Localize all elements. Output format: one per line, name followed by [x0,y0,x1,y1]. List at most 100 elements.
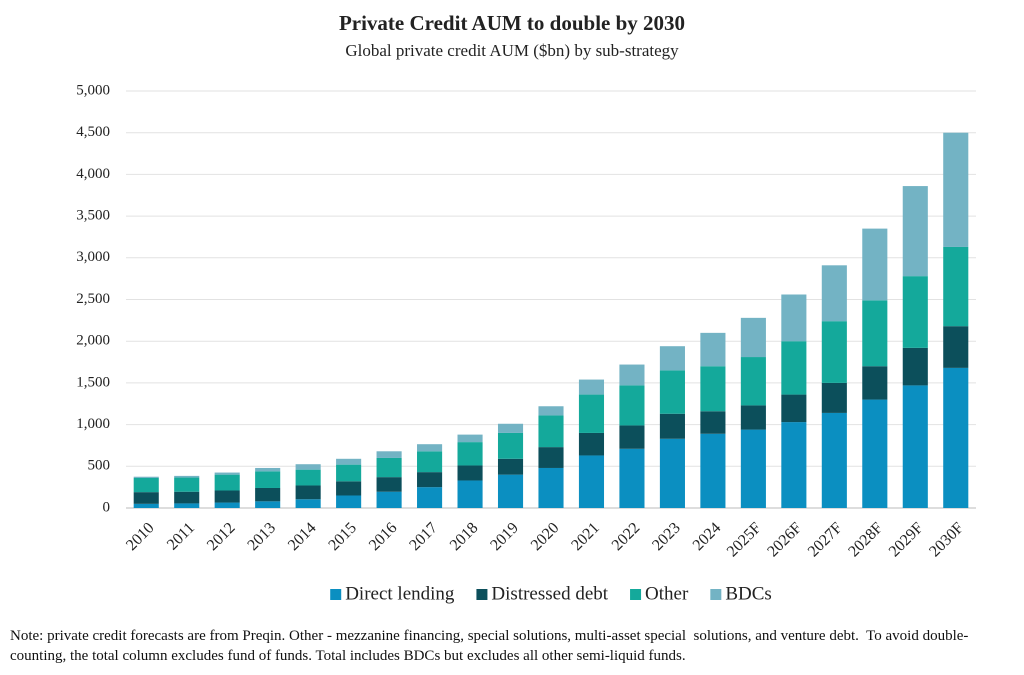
bar-segment [497,474,524,508]
bar-segment [821,265,847,322]
y-tick-label: 5,000 [76,82,110,98]
bar-segment [174,477,200,492]
bar-segment [255,487,281,502]
bar-segment [619,425,645,449]
bar-segment [417,444,443,452]
bar-segment [821,321,847,383]
bar-segment [376,477,402,492]
legend-label: Other [645,583,689,604]
bar-segment [255,501,281,508]
bar-segment [174,491,200,504]
y-tick-label: 4,000 [76,166,110,182]
legend-label: Direct lending [345,583,455,604]
x-tick-label: 2011 [164,519,198,553]
bar-segment [578,394,605,433]
bar-segment [781,394,807,423]
x-tick-label: 2022 [609,519,644,554]
bar-segment [214,502,240,508]
chart-subtitle: Global private credit AUM ($bn) by sub-s… [345,41,679,60]
bar-segment [781,422,807,508]
bar-segment [295,485,321,500]
bar-segment [133,477,159,493]
bar-segment [902,186,928,277]
x-tick-label: 2015 [325,519,360,554]
x-tick-label: 2016 [366,519,401,554]
bar-segment [133,503,159,508]
bar-segment [376,491,402,508]
legend-label: Distressed debt [491,583,608,604]
bar-segment [943,367,969,508]
bar-segment [457,434,483,443]
bar-segment [781,294,807,342]
bar-segment [659,413,685,439]
bar-segment [497,423,524,433]
y-tick-label: 2,500 [76,291,110,307]
x-tick-label: 2019 [487,519,522,554]
bar-segment [417,487,443,508]
bar-segment [659,370,685,414]
bar-segment [862,399,888,508]
bar-segment [497,458,524,475]
x-tick-label: 2029F [886,519,927,560]
bar-segment [295,464,321,470]
x-tick-label: 2014 [285,519,320,554]
bar-segment [578,379,605,395]
bar-segment [457,480,483,508]
bar-segment [943,246,969,327]
bar-segment [740,429,766,508]
bar-segment [336,495,362,508]
bar-segment [295,469,321,486]
x-tick-label: 2026F [764,519,805,560]
bar-segment [336,464,362,482]
bar-segment [457,442,483,466]
bar-segment [700,433,726,508]
bar-segment [538,406,564,416]
bar-segment [740,357,766,406]
x-tick-label: 2010 [123,519,158,554]
x-tick-label: 2013 [244,519,279,554]
legend-marker [710,589,722,600]
bar-segment [174,503,200,508]
bar-segment [578,432,605,456]
bar-segment [619,364,645,386]
bar-segment [133,492,159,504]
note: Note: private credit forecasts are from … [10,628,969,664]
x-tick-label: 2030F [926,519,967,560]
legend-marker [630,589,642,600]
bar-segment [538,467,564,508]
bar-segment [497,432,524,459]
bar-segment [740,317,766,358]
bar-segment [376,457,402,478]
bar-segment [902,276,928,348]
bar-segment [295,499,321,508]
bar-segment [902,347,928,386]
bar-segment [821,412,847,508]
y-tick-label: 1,000 [76,416,110,432]
x-tick-label: 2012 [204,519,239,554]
bar-segment [255,471,281,488]
bar-segment [174,475,200,478]
x-tick-label: 2025F [724,519,765,560]
bar-segment [700,366,726,412]
bar-segment [619,448,645,508]
bar-segment [943,132,969,247]
x-tick-label: 2017 [406,519,441,554]
bar-segment [133,476,159,478]
y-tick-label: 4,500 [76,124,110,140]
x-tick-label: 2028F [845,519,886,560]
bar-segment [821,382,847,413]
y-tick-label: 3,000 [76,249,110,265]
legend-label: BDCs [725,583,771,604]
bar-segment [417,472,443,488]
x-tick-label: 2023 [649,519,684,554]
bar-segment [578,455,605,508]
bar-segment [862,366,888,400]
bar-segment [214,474,240,491]
bar-segment [659,346,685,371]
bar-segment [862,228,888,301]
x-tick-label: 2021 [568,519,603,554]
bar-segment [457,465,483,481]
y-tick-label: 0 [103,499,111,515]
bar-segment [902,385,928,508]
